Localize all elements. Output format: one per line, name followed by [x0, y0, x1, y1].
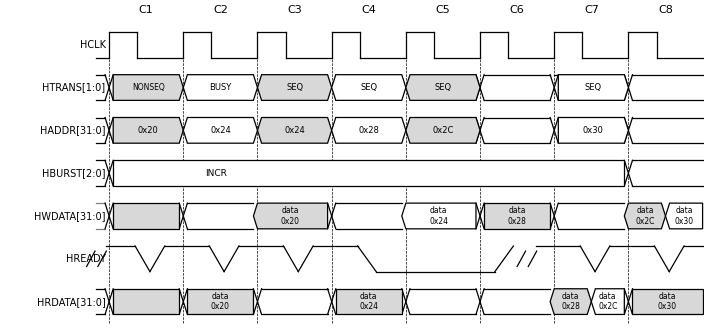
Text: data
0x24: data 0x24: [359, 292, 378, 311]
Text: SEQ: SEQ: [434, 83, 451, 92]
Polygon shape: [113, 75, 183, 100]
Text: 0x30: 0x30: [583, 126, 604, 135]
Polygon shape: [665, 203, 703, 229]
Text: data
0x2C: data 0x2C: [635, 206, 655, 226]
Polygon shape: [591, 289, 624, 314]
Text: HADDR[31:0]: HADDR[31:0]: [40, 125, 106, 135]
Text: 0x24: 0x24: [210, 126, 231, 135]
Polygon shape: [183, 118, 258, 143]
Text: data
0x30: data 0x30: [674, 206, 693, 226]
Text: data
0x2C: data 0x2C: [598, 292, 617, 311]
Text: data
0x28: data 0x28: [561, 292, 580, 311]
Polygon shape: [113, 203, 180, 229]
Polygon shape: [558, 75, 629, 100]
Polygon shape: [550, 289, 591, 314]
Polygon shape: [253, 203, 327, 229]
Text: 0x28: 0x28: [358, 126, 379, 135]
Text: 0x2C: 0x2C: [432, 126, 453, 135]
Text: C5: C5: [436, 5, 451, 15]
Text: data
0x28: data 0x28: [508, 206, 527, 226]
Text: data
0x20: data 0x20: [211, 292, 230, 311]
Text: data
0x24: data 0x24: [429, 206, 448, 226]
Text: C6: C6: [510, 5, 524, 15]
Polygon shape: [113, 118, 183, 143]
Polygon shape: [187, 289, 253, 314]
Polygon shape: [558, 118, 629, 143]
Text: C7: C7: [584, 5, 599, 15]
Polygon shape: [332, 118, 406, 143]
Polygon shape: [258, 118, 332, 143]
Polygon shape: [183, 75, 258, 100]
Text: HRDATA[31:0]: HRDATA[31:0]: [37, 297, 106, 307]
Polygon shape: [484, 203, 550, 229]
Text: SEQ: SEQ: [286, 83, 303, 92]
Text: HBURST[2:0]: HBURST[2:0]: [42, 168, 106, 178]
Polygon shape: [113, 160, 624, 186]
Text: HREADY: HREADY: [65, 254, 106, 264]
Text: SEQ: SEQ: [360, 83, 377, 92]
Polygon shape: [402, 203, 476, 229]
Text: NONSEQ: NONSEQ: [132, 83, 165, 92]
Polygon shape: [406, 75, 480, 100]
Text: BUSY: BUSY: [209, 83, 232, 92]
Text: data
0x20: data 0x20: [281, 206, 300, 226]
Polygon shape: [113, 289, 180, 314]
Text: C3: C3: [287, 5, 302, 15]
Text: HWDATA[31:0]: HWDATA[31:0]: [34, 211, 106, 221]
Text: C4: C4: [361, 5, 376, 15]
Text: HTRANS[1:0]: HTRANS[1:0]: [42, 83, 106, 93]
Text: C2: C2: [213, 5, 228, 15]
Polygon shape: [632, 289, 703, 314]
Text: C1: C1: [139, 5, 153, 15]
Polygon shape: [624, 203, 665, 229]
Polygon shape: [332, 75, 406, 100]
Text: data
0x30: data 0x30: [658, 292, 677, 311]
Text: INCR: INCR: [206, 168, 227, 178]
Text: HCLK: HCLK: [80, 40, 106, 50]
Text: SEQ: SEQ: [585, 83, 602, 92]
Polygon shape: [336, 289, 402, 314]
Polygon shape: [258, 75, 332, 100]
Text: 0x24: 0x24: [284, 126, 305, 135]
Text: 0x20: 0x20: [138, 126, 158, 135]
Polygon shape: [406, 118, 480, 143]
Text: C8: C8: [658, 5, 673, 15]
